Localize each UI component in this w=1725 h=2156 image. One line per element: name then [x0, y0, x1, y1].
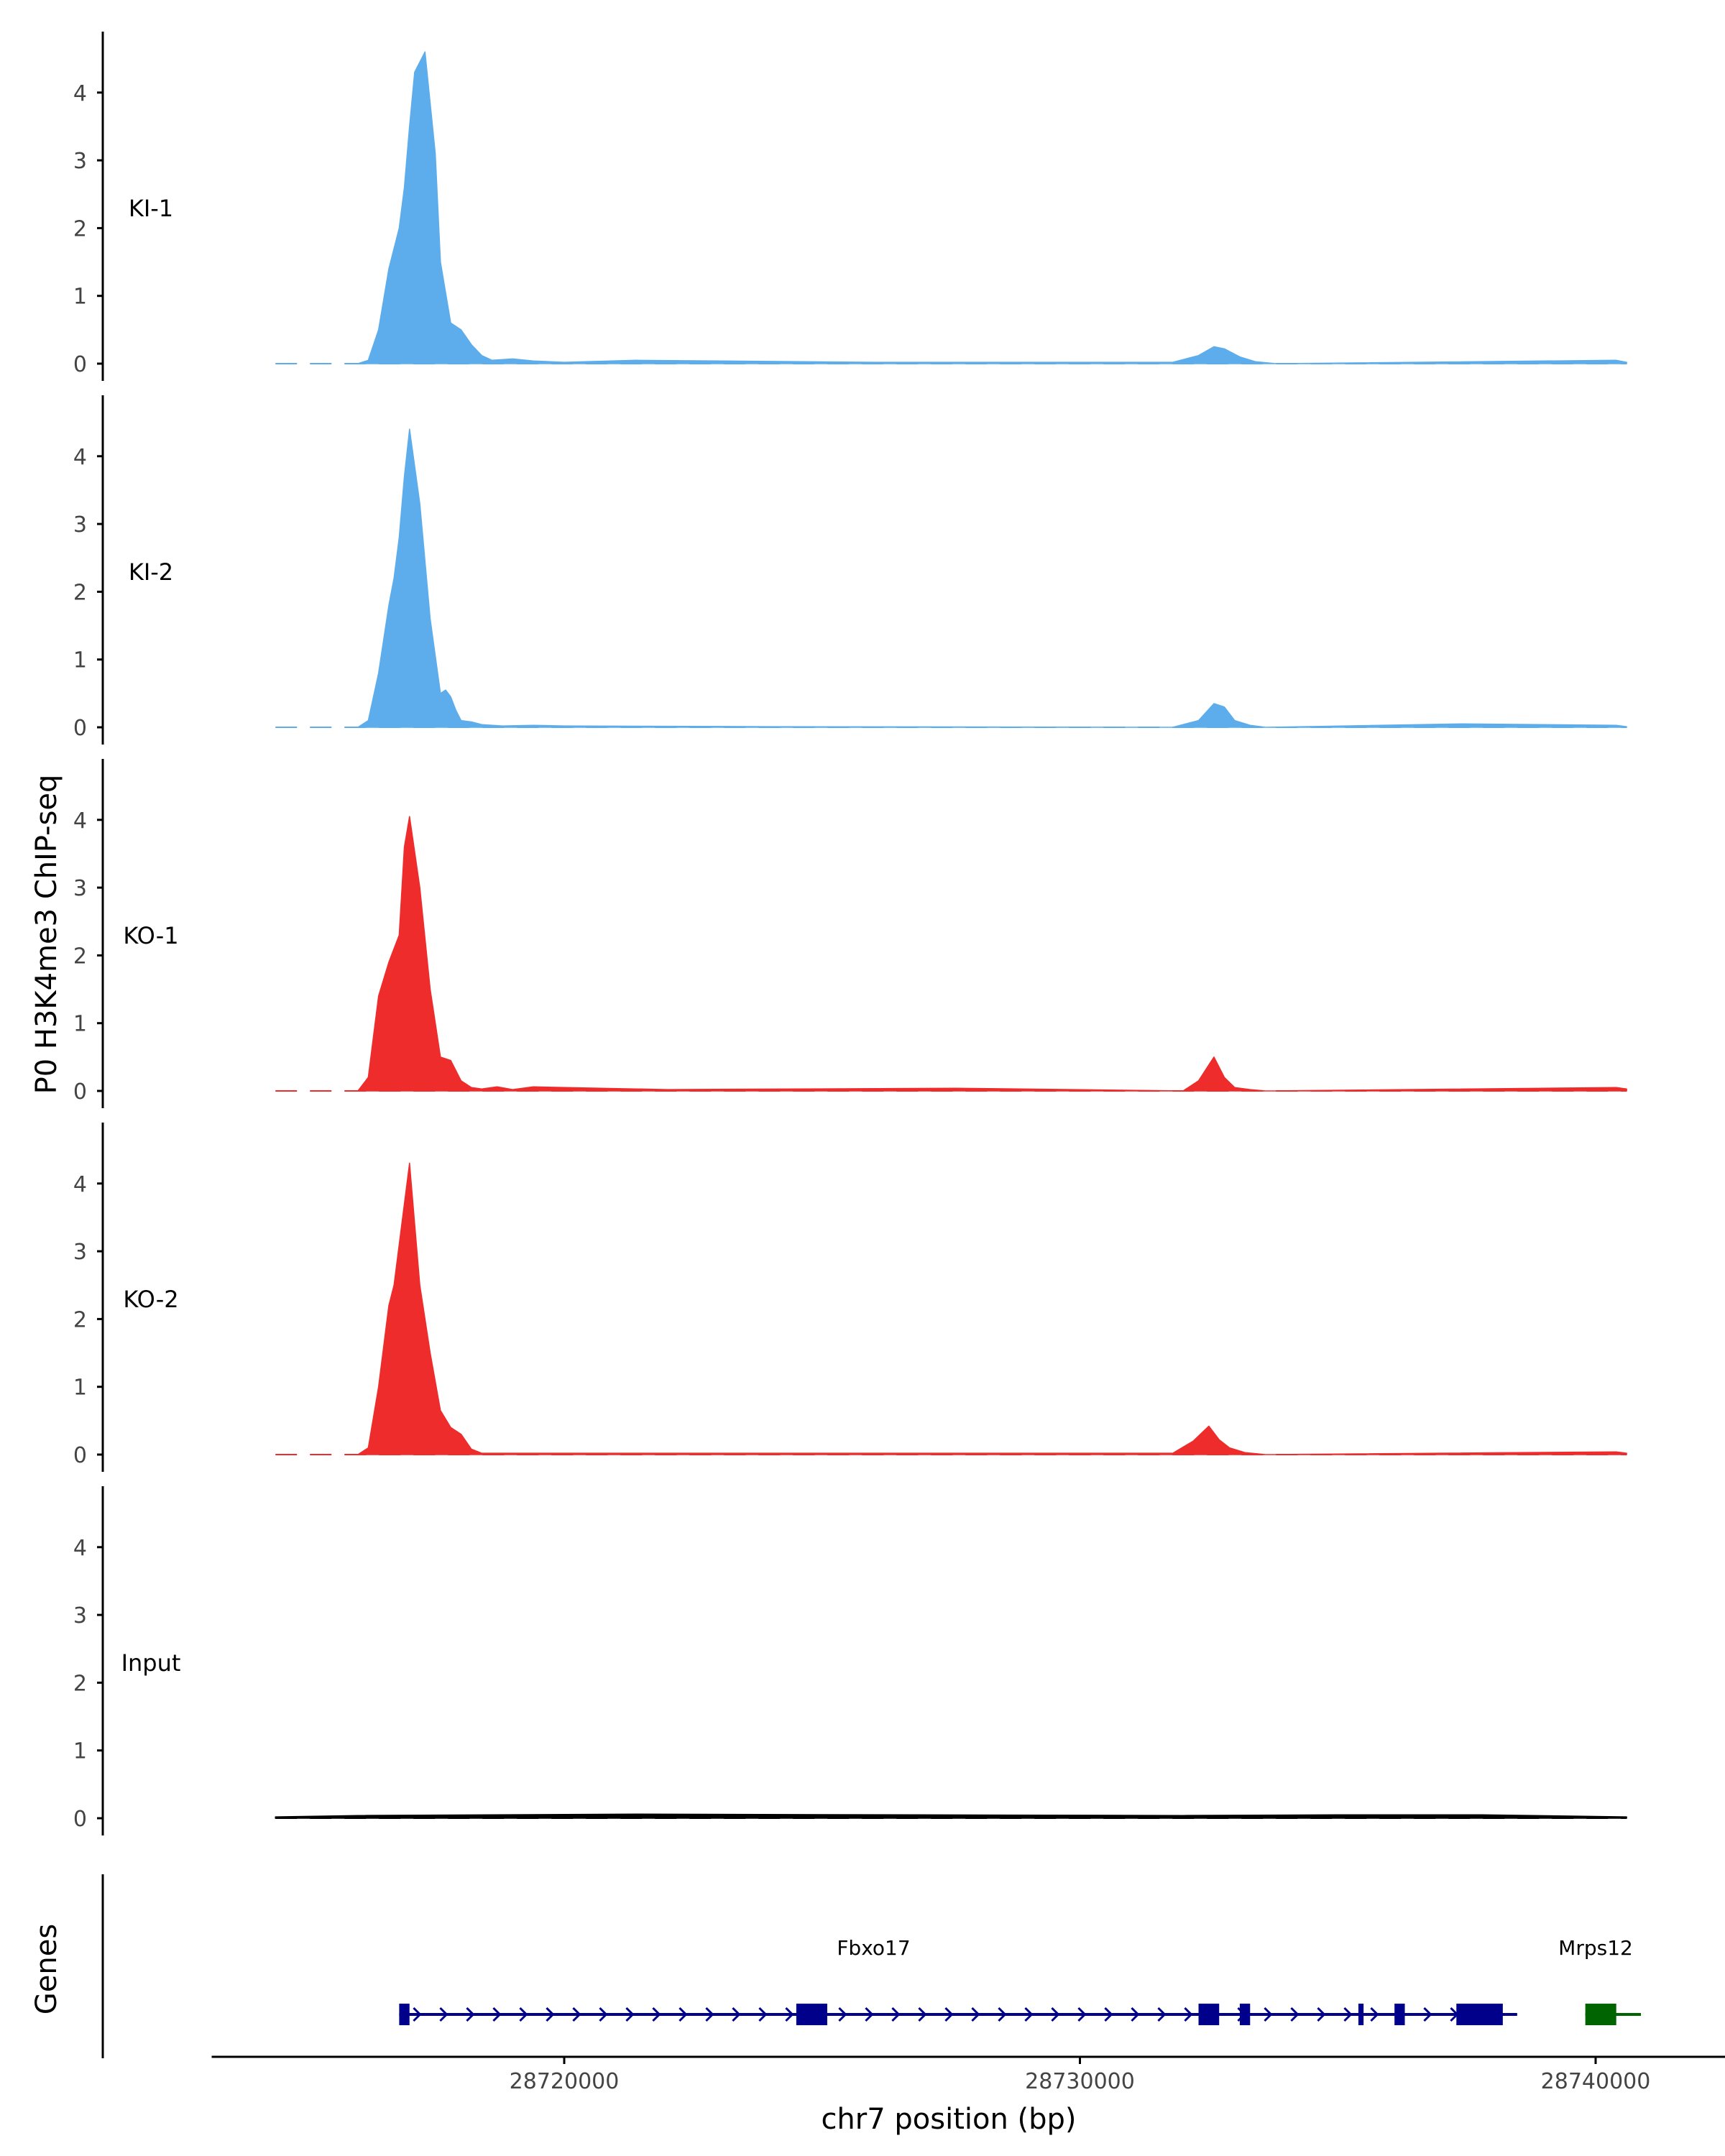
x-axis: 28720000 28730000 28740000 [211, 2055, 1725, 2094]
strand-arrow [678, 2007, 688, 2022]
strand-arrow [492, 2007, 502, 2022]
gene-fbxo17: Fbxo17 [399, 1936, 1517, 2025]
gene-exon [1456, 2004, 1503, 2025]
strand-arrow [1370, 2007, 1379, 2022]
track-ki-1: 0 1 2 3 4 KI-1 [73, 32, 1627, 381]
y-tick-label: 0 [73, 716, 87, 741]
track-label: KO-2 [123, 1286, 178, 1313]
gene-exon [1198, 2004, 1220, 2025]
genes-panel: Fbxo17 Mrps12 [101, 1874, 1642, 2058]
track-ki-2: 0 1 2 3 4 KI-2 [73, 395, 1627, 745]
y-tick-label: 0 [73, 1807, 87, 1832]
gene-exon [1394, 2004, 1405, 2025]
gene-label: Fbxo17 [837, 1936, 910, 1960]
y-tick-label: 4 [73, 1536, 87, 1561]
x-tick-label: 28740000 [1541, 2069, 1651, 2094]
gene-label: Mrps12 [1558, 1936, 1633, 1960]
y-tick-label: 4 [73, 445, 87, 470]
strand-arrow [519, 2007, 528, 2022]
gene-exon [399, 2004, 410, 2025]
y-tick-label: 2 [73, 944, 87, 969]
strand-arrow [413, 2007, 422, 2022]
strand-arrow [1317, 2007, 1326, 2022]
strand-arrow [1157, 2007, 1167, 2022]
x-tick-label: 28730000 [1025, 2069, 1135, 2094]
y-tick-label: 0 [73, 1079, 87, 1105]
signal-tracks: 0 1 2 3 4 KI-1 0 1 2 3 4 KI-2 0 1 2 3 4 KO-1 0 1 2 3 4 KO-2 0 1 2 3… [73, 32, 1627, 1835]
strand-arrow [1131, 2007, 1140, 2022]
y-tick-label: 3 [73, 512, 87, 538]
track-ko-2: 0 1 2 3 4 KO-2 [73, 1123, 1627, 1472]
y-tick-label: 3 [73, 149, 87, 174]
gene-exon [1585, 2004, 1616, 2025]
y-tick-label: 3 [73, 1240, 87, 1265]
y-tick-label: 3 [73, 1603, 87, 1628]
x-axis-title: chr7 position (bp) [821, 2103, 1076, 2136]
track-ko-1: 0 1 2 3 4 KO-1 [73, 759, 1627, 1108]
gene-exon [796, 2004, 827, 2025]
strand-arrow [1264, 2007, 1273, 2022]
y-tick-label: 1 [73, 285, 87, 310]
x-tick-label: 28720000 [510, 2069, 620, 2094]
strand-arrow [838, 2007, 847, 2022]
y-tick-label: 2 [73, 1671, 87, 1696]
strand-arrow [1343, 2007, 1353, 2022]
strand-arrow [546, 2007, 555, 2022]
strand-arrow [1051, 2007, 1060, 2022]
strand-arrow [625, 2007, 635, 2022]
strand-arrow [865, 2007, 874, 2022]
track-label: KI-2 [129, 558, 173, 586]
strand-arrow [1077, 2007, 1087, 2022]
y-tick-label: 0 [73, 1443, 87, 1468]
y-tick-label: 4 [73, 81, 87, 106]
strand-arrow [1024, 2007, 1034, 2022]
y-tick-label: 1 [73, 1012, 87, 1037]
track-input: 0 1 2 3 4 Input [73, 1486, 1627, 1835]
y-tick-label: 3 [73, 876, 87, 901]
strand-arrow [944, 2007, 954, 2022]
signal-area [275, 1813, 1627, 1819]
signal-area [357, 51, 1627, 364]
track-label: Input [121, 1649, 181, 1677]
strand-arrow [1104, 2007, 1113, 2022]
strand-arrow [1184, 2007, 1193, 2022]
genes-panel-title: Genes [30, 1924, 63, 2014]
strand-arrow [705, 2007, 714, 2022]
strand-arrow [466, 2007, 475, 2022]
track-label: KI-1 [129, 195, 173, 222]
gene-mrps12: Mrps12 [1558, 1936, 1642, 2025]
strand-arrow [572, 2007, 581, 2022]
signal-area [357, 428, 1627, 728]
y-tick-label: 1 [73, 1376, 87, 1401]
strand-arrow [758, 2007, 768, 2022]
strand-arrow [1423, 2007, 1432, 2022]
gene-exon [1239, 2004, 1251, 2025]
strand-arrow [732, 2007, 741, 2022]
strand-arrow [785, 2007, 794, 2022]
y-tick-label: 2 [73, 580, 87, 605]
track-label: KO-1 [123, 922, 178, 949]
y-tick-label: 2 [73, 216, 87, 241]
y-tick-label: 1 [73, 648, 87, 673]
signal-area [357, 816, 1627, 1092]
y-axis-title: P0 H3K4me3 ChIP-seq [30, 775, 63, 1095]
strand-arrow [998, 2007, 1007, 2022]
y-tick-label: 0 [73, 352, 87, 377]
signal-area [357, 1162, 1627, 1455]
strand-arrow [918, 2007, 927, 2022]
strand-arrow [971, 2007, 980, 2022]
y-tick-label: 4 [73, 808, 87, 834]
strand-arrow [652, 2007, 661, 2022]
y-tick-label: 4 [73, 1172, 87, 1197]
gene-exon [1358, 2004, 1364, 2025]
strand-arrow [599, 2007, 608, 2022]
strand-arrow [439, 2007, 448, 2022]
y-tick-label: 1 [73, 1739, 87, 1764]
strand-arrow [1290, 2007, 1300, 2022]
strand-arrow [891, 2007, 901, 2022]
y-tick-label: 2 [73, 1307, 87, 1332]
